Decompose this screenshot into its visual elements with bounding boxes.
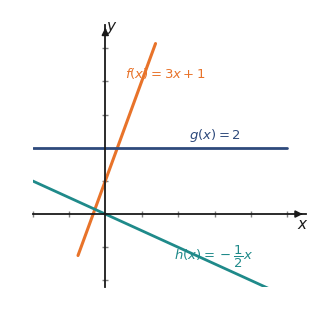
Text: $\mathit{h}(\mathit{x}) = -\dfrac{1}{2}\mathit{x}$: $\mathit{h}(\mathit{x}) = -\dfrac{1}{2}\… (175, 244, 254, 270)
Text: $\mathbf{\mathit{x}}$: $\mathbf{\mathit{x}}$ (297, 217, 308, 232)
Text: $\mathit{g}(\mathit{x}) = 2$: $\mathit{g}(\mathit{x}) = 2$ (189, 127, 241, 144)
Text: $\mathit{f}(\mathit{x}) = 3\mathit{x} + 1$: $\mathit{f}(\mathit{x}) = 3\mathit{x} + … (125, 66, 206, 81)
Text: $\mathbf{\mathit{y}}$: $\mathbf{\mathit{y}}$ (106, 20, 118, 36)
